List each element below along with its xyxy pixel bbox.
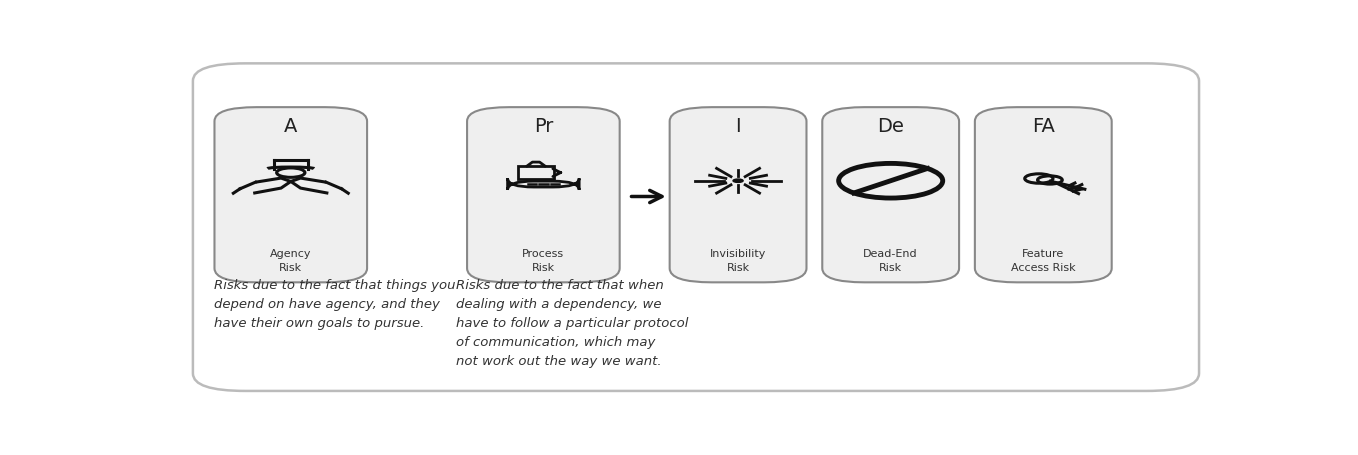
FancyBboxPatch shape <box>193 63 1199 391</box>
Text: FA: FA <box>1032 117 1055 136</box>
FancyBboxPatch shape <box>669 107 807 282</box>
FancyBboxPatch shape <box>215 107 367 282</box>
Text: De: De <box>877 117 904 136</box>
FancyBboxPatch shape <box>519 166 554 179</box>
FancyBboxPatch shape <box>467 107 619 282</box>
Text: Agency
Risk: Agency Risk <box>270 249 311 273</box>
Text: Feature
Access Risk: Feature Access Risk <box>1010 249 1076 273</box>
Text: Dead-End
Risk: Dead-End Risk <box>864 249 918 273</box>
FancyBboxPatch shape <box>823 107 959 282</box>
Text: A: A <box>284 117 297 136</box>
Text: Risks due to the fact that things you
depend on have agency, and they
have their: Risks due to the fact that things you de… <box>215 279 455 330</box>
Text: Risks due to the fact that when
dealing with a dependency, we
have to follow a p: Risks due to the fact that when dealing … <box>456 279 689 368</box>
Text: Invisibility
Risk: Invisibility Risk <box>710 249 766 273</box>
FancyBboxPatch shape <box>975 107 1112 282</box>
Text: Process
Risk: Process Risk <box>523 249 565 273</box>
FancyBboxPatch shape <box>508 178 579 190</box>
Text: Pr: Pr <box>534 117 553 136</box>
Text: I: I <box>735 117 741 136</box>
Circle shape <box>733 179 743 182</box>
